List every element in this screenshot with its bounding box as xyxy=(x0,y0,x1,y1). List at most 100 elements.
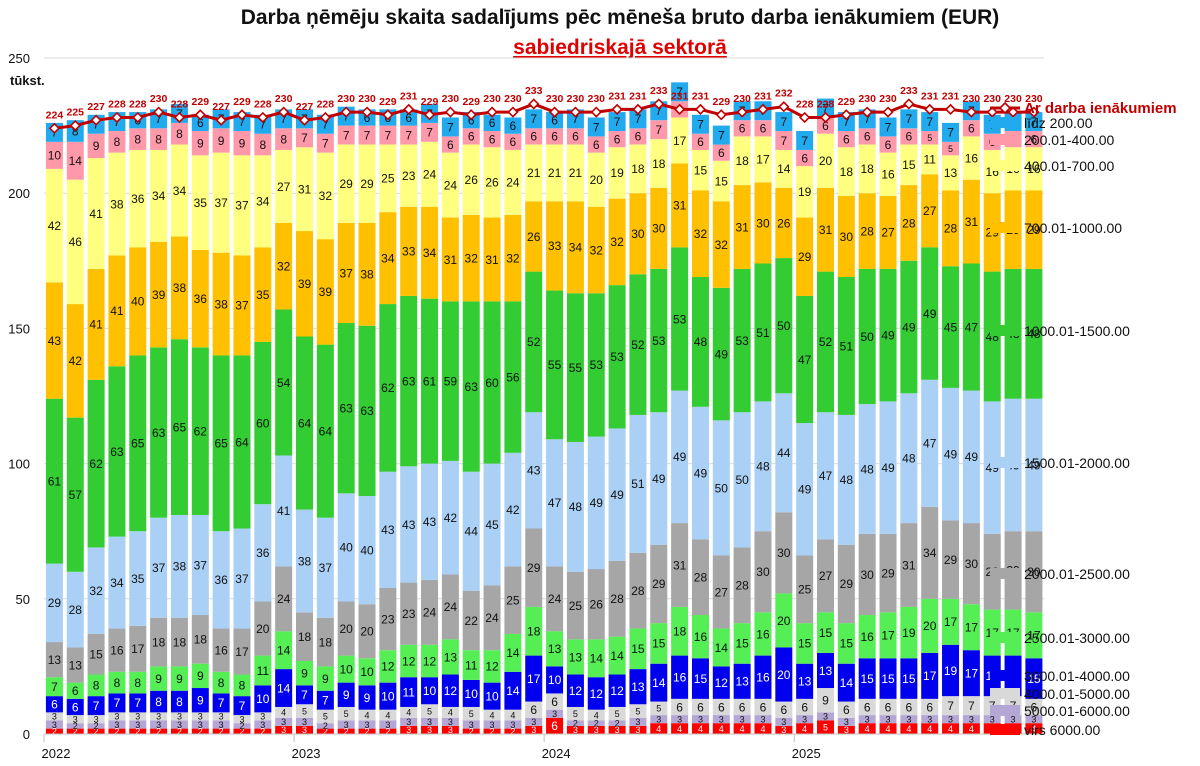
bar-segment xyxy=(671,698,689,716)
y-tick-label: 150 xyxy=(8,321,30,336)
data-label: 8 xyxy=(114,676,121,690)
total-line-marker xyxy=(319,111,331,124)
bar-segment xyxy=(712,666,730,699)
bar-segment xyxy=(900,698,918,716)
data-label: 56 xyxy=(506,370,520,384)
legend-swatch xyxy=(990,325,1020,336)
data-label: 11 xyxy=(402,685,415,699)
total-line-label: 227 xyxy=(87,101,105,113)
bar-segment xyxy=(566,109,584,129)
data-label: 3 xyxy=(52,720,57,730)
data-label: 52 xyxy=(631,338,645,352)
bar-segment xyxy=(129,247,147,356)
bar-segment xyxy=(129,720,147,729)
bar-segment xyxy=(733,547,751,624)
bar-segment xyxy=(671,655,689,699)
bar-segment xyxy=(275,222,293,310)
data-label: 53 xyxy=(673,312,687,326)
data-label: 4 xyxy=(927,724,932,734)
data-label: 3 xyxy=(886,714,891,724)
data-label: 47 xyxy=(923,437,937,451)
bar-segment xyxy=(233,723,251,729)
legend-swatch xyxy=(990,117,1020,128)
data-label: 29 xyxy=(944,553,958,567)
bar-segment xyxy=(879,152,897,196)
bar-segment xyxy=(441,136,459,153)
total-line-marker xyxy=(403,103,415,116)
bar-segment xyxy=(191,514,209,616)
data-label: 13 xyxy=(631,680,645,694)
bar-segment xyxy=(754,136,772,183)
total-line-label: 228 xyxy=(817,98,835,110)
bar-segment xyxy=(66,141,84,180)
data-label: 43 xyxy=(381,523,395,537)
total-line-marker xyxy=(882,106,894,118)
bar-segment xyxy=(108,671,126,694)
bar-segment xyxy=(712,160,730,202)
data-label: 62 xyxy=(89,457,103,471)
bar-segment xyxy=(275,669,293,707)
data-label: 48 xyxy=(902,452,916,466)
bar-segment xyxy=(212,355,230,532)
total-line-marker xyxy=(236,109,248,121)
bar-segment xyxy=(254,712,272,721)
bar-segment xyxy=(1025,190,1043,269)
bar-segment xyxy=(546,631,564,667)
data-label: 49 xyxy=(652,472,666,486)
data-label: 6 xyxy=(801,151,808,165)
data-label: 10 xyxy=(360,665,374,679)
data-label: 7 xyxy=(385,128,392,142)
bar-segment xyxy=(1025,147,1043,191)
data-label: 3 xyxy=(239,714,244,724)
bar-segment xyxy=(587,206,605,294)
bar-segment xyxy=(837,725,855,734)
bar-segment xyxy=(191,249,209,348)
total-line-label: 230 xyxy=(983,93,1001,105)
bar-segment xyxy=(400,644,418,678)
bar-segment xyxy=(837,623,855,664)
data-label: 3 xyxy=(823,712,828,722)
bar-segment xyxy=(483,682,501,710)
data-label: 18 xyxy=(194,633,208,647)
data-label: 62 xyxy=(194,424,208,438)
bar-segment xyxy=(462,706,480,721)
bar-segment xyxy=(775,647,793,702)
data-label: 38 xyxy=(360,268,374,282)
data-label: 20 xyxy=(340,622,354,636)
bar-segment xyxy=(546,566,564,632)
data-label: 7 xyxy=(322,118,329,132)
data-label: 13 xyxy=(48,653,62,667)
bar-segment xyxy=(962,604,980,651)
data-label: 6 xyxy=(510,135,517,149)
bar-segment xyxy=(712,723,730,734)
bar-segment xyxy=(358,125,376,145)
data-label: 29 xyxy=(360,177,374,191)
data-label: 55 xyxy=(548,358,562,372)
data-label: 9 xyxy=(301,666,308,680)
data-label: 39 xyxy=(319,285,333,299)
bar-segment xyxy=(441,725,459,734)
bar-segment xyxy=(191,114,209,132)
bar-segment xyxy=(546,666,564,694)
data-label: 7 xyxy=(426,126,433,140)
bar-segment xyxy=(254,685,272,713)
total-line-label: 231 xyxy=(400,90,418,102)
data-label: 50 xyxy=(735,473,749,487)
data-label: 57 xyxy=(69,488,83,502)
bar-segment xyxy=(150,690,168,713)
bar-segment xyxy=(900,144,918,186)
bar-segment xyxy=(525,271,543,413)
data-label: 17 xyxy=(673,134,687,148)
data-label: 6 xyxy=(822,119,829,133)
data-label: 40 xyxy=(340,541,354,555)
data-label: 6 xyxy=(926,700,933,714)
bar-segment xyxy=(462,214,480,302)
total-line-marker xyxy=(215,114,227,126)
data-label: 14 xyxy=(506,646,520,660)
data-label: 33 xyxy=(402,245,416,259)
bar-segment xyxy=(566,706,584,721)
bar-segment xyxy=(337,144,355,223)
data-label: 3 xyxy=(427,725,432,735)
bar-segment xyxy=(400,125,418,145)
total-line-label: 228 xyxy=(796,98,814,110)
